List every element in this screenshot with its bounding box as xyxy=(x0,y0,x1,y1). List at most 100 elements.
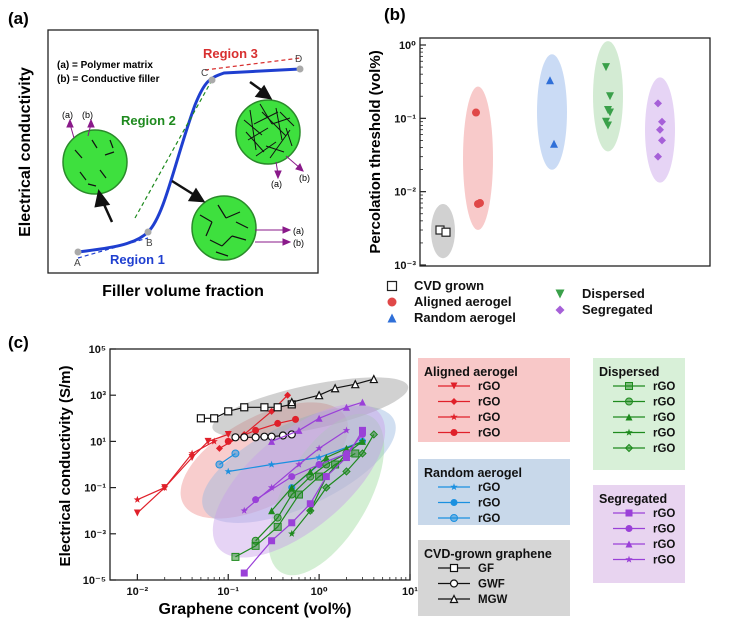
filler-circle-high xyxy=(235,99,301,165)
panel-c-xlabel: Graphene concent (vol%) xyxy=(159,601,352,618)
series-line xyxy=(228,440,363,473)
data-point xyxy=(240,506,248,514)
legend-marker xyxy=(450,398,458,405)
panel-a-frame xyxy=(47,29,319,274)
data-point xyxy=(288,473,296,481)
data-point xyxy=(133,495,141,503)
data-point xyxy=(656,125,664,134)
panel-c-ticks: 10⁻² 10⁻¹ 10⁰ 10¹ 10⁵ 10³ 10¹ 10⁻¹ 10⁻³ 10⁻⁵ xyxy=(83,344,419,598)
panel-b-yticks: 10⁻³ 10⁻² 10⁻¹ 10⁰ xyxy=(394,40,426,272)
data-point xyxy=(268,437,276,445)
legend-marker xyxy=(450,382,458,390)
data-point xyxy=(273,513,282,522)
data-point xyxy=(268,537,276,545)
panel-a-xlabel: Filler volume fraction xyxy=(102,283,264,300)
legend-item-label: rGO xyxy=(478,412,500,424)
point-b-marker xyxy=(144,228,152,236)
data-point xyxy=(215,444,223,452)
data-point xyxy=(268,407,276,415)
panel-a: (a) Electrical conductivity Filler volum… xyxy=(8,9,319,300)
panel-b-tag: (b) xyxy=(384,5,406,24)
data-point xyxy=(342,467,351,476)
conductivity-curve xyxy=(77,67,301,254)
legend-item-label: rGO xyxy=(478,513,500,525)
data-point xyxy=(358,449,367,458)
region2-dashed-line xyxy=(134,79,213,219)
legend-item-label: GWF xyxy=(478,579,505,591)
data-point xyxy=(267,483,276,491)
legend-item-label: rGO xyxy=(653,443,675,455)
legend-label: Segregated xyxy=(582,302,653,317)
group-ellipse xyxy=(180,402,349,519)
data-point xyxy=(358,437,367,445)
data-point xyxy=(358,426,366,434)
data-point xyxy=(342,403,350,411)
data-point xyxy=(472,108,480,117)
data-point xyxy=(322,454,330,462)
data-point xyxy=(342,454,350,462)
legend-item-label: GF xyxy=(478,563,494,575)
data-point xyxy=(654,99,662,108)
data-point xyxy=(358,398,366,406)
data-point xyxy=(330,383,340,393)
legend-marker xyxy=(625,555,633,563)
data-point xyxy=(441,227,451,237)
legend-label: Random aerogel xyxy=(414,310,516,325)
data-point xyxy=(252,496,260,504)
legend-marker xyxy=(625,382,633,390)
pointer-b-label-mid: (b) xyxy=(293,238,304,248)
region1-label: Region 1 xyxy=(110,252,165,267)
ytick-label: 10⁻³ xyxy=(84,529,106,541)
legend-polymer-matrix: (a) = Polymer matrix xyxy=(57,60,153,71)
panel-c-frame xyxy=(109,348,411,581)
legend-label: CVD grown xyxy=(414,278,484,293)
data-point xyxy=(315,472,324,481)
legend-item-label: rGO xyxy=(478,428,500,440)
data-point xyxy=(315,414,323,422)
panel-b-frame xyxy=(419,37,711,267)
panel-a-tag: (a) xyxy=(8,9,29,28)
data-point xyxy=(306,467,314,475)
data-point xyxy=(546,76,554,85)
data-point xyxy=(315,461,323,468)
series-line xyxy=(137,440,215,501)
pointer-b-label-low: (b) xyxy=(82,110,93,120)
data-point xyxy=(231,433,240,442)
legend-item-label: rGO xyxy=(653,524,675,536)
legend-item-label: rGO xyxy=(478,381,500,393)
legend-marker xyxy=(450,514,458,522)
data-point xyxy=(602,63,610,72)
panel-c-marks xyxy=(133,374,379,577)
data-point xyxy=(267,460,276,468)
ytick-label: 10⁰ xyxy=(399,40,416,52)
point-d-marker xyxy=(296,65,304,73)
legend-marker xyxy=(387,297,397,307)
group-ellipse xyxy=(463,86,493,230)
legend-marker xyxy=(625,397,633,406)
data-point xyxy=(604,121,612,130)
data-point xyxy=(295,460,303,468)
data-point xyxy=(315,453,323,461)
data-point xyxy=(606,92,614,101)
data-point xyxy=(342,444,350,452)
data-point xyxy=(224,437,232,445)
data-point xyxy=(260,403,269,412)
panel-b: (b) Percolation threshold (vol%) 10⁻³10⁻… xyxy=(367,5,711,325)
legend-marker xyxy=(450,429,458,436)
point-a-label: A xyxy=(74,258,81,269)
data-point xyxy=(251,433,260,442)
legend-item-label: rGO xyxy=(653,381,675,393)
filler-circle-low xyxy=(62,129,128,195)
legend-group-title: Dispersed xyxy=(599,365,659,379)
panel-c-tag: (c) xyxy=(8,333,29,352)
data-point xyxy=(288,484,296,492)
data-point xyxy=(133,509,141,517)
panel-c: (c) Electrical conductivity (S/m) Graphe… xyxy=(8,333,685,618)
point-b-label: B xyxy=(146,238,153,249)
data-point xyxy=(292,415,300,423)
xtick-label: 10⁰ xyxy=(311,586,328,598)
data-point xyxy=(550,139,558,148)
region1-dashed-line xyxy=(77,237,149,259)
region2-label: Region 2 xyxy=(121,113,176,128)
legend-marker xyxy=(555,305,565,315)
